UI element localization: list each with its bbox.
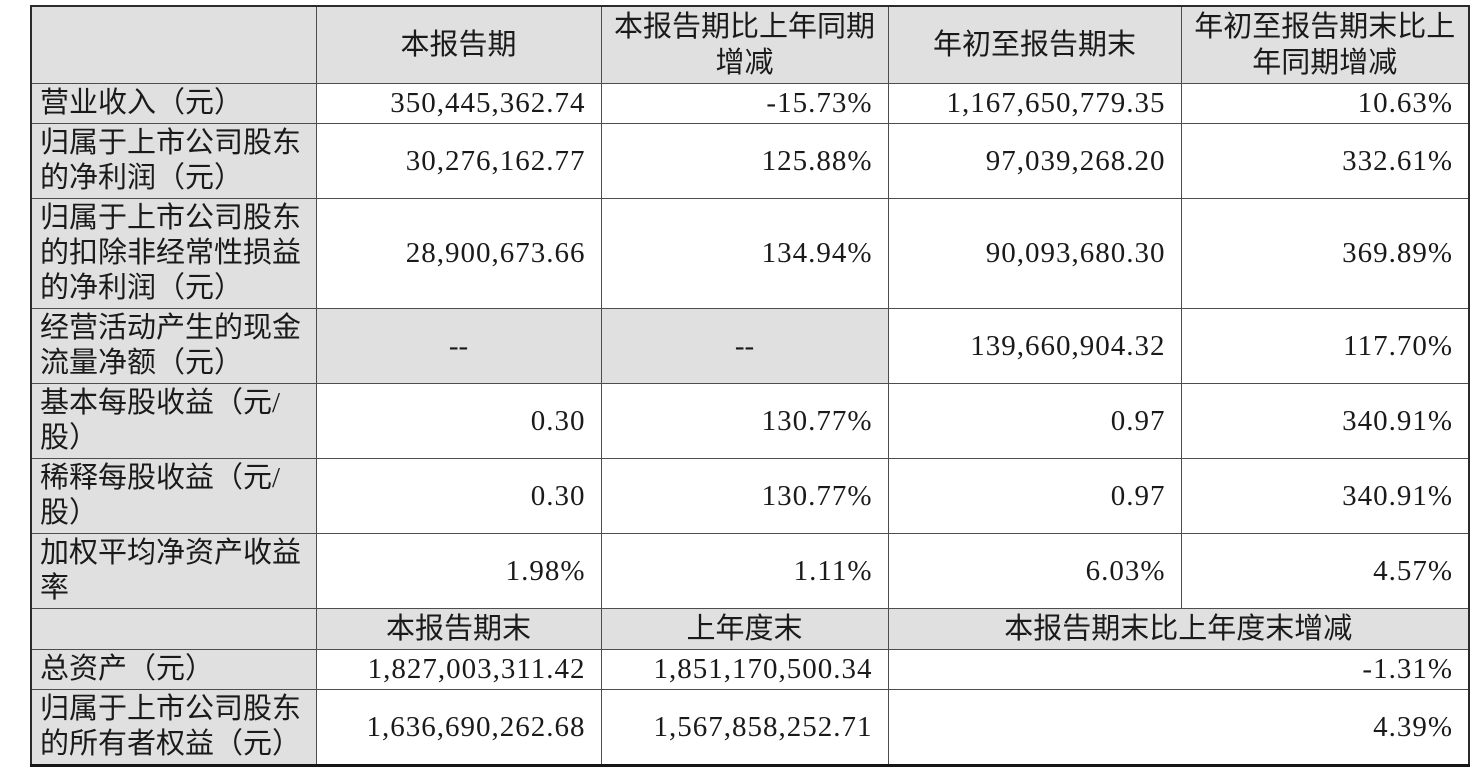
value-cell: 340.91% xyxy=(1180,458,1470,534)
value-cell: 1.11% xyxy=(600,533,889,609)
row-label-cell: 基本每股收益（元/ 股） xyxy=(30,383,317,459)
value-cell: 134.94% xyxy=(600,198,889,309)
table-header-row-section2: 本报告期末 上年度末 本报告期末比上年度末增减 xyxy=(30,608,1470,650)
table-row-net-profit: 归属于上市公司股东 的净利润（元） 30,276,162.77 125.88% … xyxy=(30,123,1470,199)
row-label-cell: 营业收入（元） xyxy=(30,83,317,124)
value-cell: 340.91% xyxy=(1180,383,1470,459)
value-cell-dash: -- xyxy=(600,308,889,384)
value-cell: 332.61% xyxy=(1180,123,1470,199)
column-header-end-of-last-year: 上年度末 xyxy=(600,608,889,650)
value-cell: 0.30 xyxy=(315,458,602,534)
value-cell: 0.97 xyxy=(887,383,1182,459)
value-cell: 97,039,268.20 xyxy=(887,123,1182,199)
column-header-end-of-period: 本报告期末 xyxy=(315,608,602,650)
value-cell: 1,567,858,252.71 xyxy=(600,689,889,766)
value-cell: 1.98% xyxy=(315,533,602,609)
row-label-cell: 加权平均净资产收益 率 xyxy=(30,533,317,609)
value-cell: 4.57% xyxy=(1180,533,1470,609)
value-cell: 6.03% xyxy=(887,533,1182,609)
row-label-cell: 稀释每股收益（元/ 股） xyxy=(30,458,317,534)
value-cell: 369.89% xyxy=(1180,198,1470,309)
value-cell-dash: -- xyxy=(315,308,602,384)
value-cell: 1,167,650,779.35 xyxy=(887,83,1182,124)
value-cell: 1,636,690,262.68 xyxy=(315,689,602,766)
column-header-period-yoy-change: 本报告期比上年同期 增减 xyxy=(600,5,889,84)
value-cell: 4.39% xyxy=(887,689,1470,766)
table-row-net-profit-excl-nonrecurring: 归属于上市公司股东 的扣除非经常性损益 的净利润（元） 28,900,673.6… xyxy=(30,198,1470,309)
corner-empty-cell xyxy=(30,5,317,84)
value-cell: 1,827,003,311.42 xyxy=(315,649,602,690)
column-header-ytd-yoy-change: 年初至报告期末比上 年同期增减 xyxy=(1180,5,1470,84)
column-header-current-period: 本报告期 xyxy=(315,5,602,84)
table-row-operating-cash-flow: 经营活动产生的现金 流量净额（元） -- -- 139,660,904.32 1… xyxy=(30,308,1470,384)
value-cell: 30,276,162.77 xyxy=(315,123,602,199)
column-header-ytd: 年初至报告期末 xyxy=(887,5,1182,84)
corner-empty-cell xyxy=(30,608,317,650)
table-row-owners-equity: 归属于上市公司股东 的所有者权益（元） 1,636,690,262.68 1,5… xyxy=(30,689,1470,766)
row-label-cell: 归属于上市公司股东 的扣除非经常性损益 的净利润（元） xyxy=(30,198,317,309)
row-label-cell: 归属于上市公司股东 的净利润（元） xyxy=(30,123,317,199)
value-cell: 0.97 xyxy=(887,458,1182,534)
financial-summary-table: 本报告期 本报告期比上年同期 增减 年初至报告期末 年初至报告期末比上 年同期增… xyxy=(30,5,1470,767)
row-label-cell: 经营活动产生的现金 流量净额（元） xyxy=(30,308,317,384)
value-cell: 125.88% xyxy=(600,123,889,199)
table-row-revenue: 营业收入（元） 350,445,362.74 -15.73% 1,167,650… xyxy=(30,83,1470,124)
value-cell: 28,900,673.66 xyxy=(315,198,602,309)
value-cell: 117.70% xyxy=(1180,308,1470,384)
value-cell: -1.31% xyxy=(887,649,1470,690)
table-row-total-assets: 总资产（元） 1,827,003,311.42 1,851,170,500.34… xyxy=(30,649,1470,690)
value-cell: 350,445,362.74 xyxy=(315,83,602,124)
value-cell: 139,660,904.32 xyxy=(887,308,1182,384)
row-label-cell: 总资产（元） xyxy=(30,649,317,690)
value-cell: 10.63% xyxy=(1180,83,1470,124)
value-cell: -15.73% xyxy=(600,83,889,124)
value-cell: 0.30 xyxy=(315,383,602,459)
value-cell: 90,093,680.30 xyxy=(887,198,1182,309)
table-row-weighted-avg-roe: 加权平均净资产收益 率 1.98% 1.11% 6.03% 4.57% xyxy=(30,533,1470,609)
table-row-diluted-eps: 稀释每股收益（元/ 股） 0.30 130.77% 0.97 340.91% xyxy=(30,458,1470,534)
table-row-basic-eps: 基本每股收益（元/ 股） 0.30 130.77% 0.97 340.91% xyxy=(30,383,1470,459)
value-cell: 1,851,170,500.34 xyxy=(600,649,889,690)
row-label-cell: 归属于上市公司股东 的所有者权益（元） xyxy=(30,689,317,766)
value-cell: 130.77% xyxy=(600,458,889,534)
table-header-row-section1: 本报告期 本报告期比上年同期 增减 年初至报告期末 年初至报告期末比上 年同期增… xyxy=(30,5,1470,84)
value-cell: 130.77% xyxy=(600,383,889,459)
column-header-change-vs-last-year-end: 本报告期末比上年度末增减 xyxy=(887,608,1470,650)
